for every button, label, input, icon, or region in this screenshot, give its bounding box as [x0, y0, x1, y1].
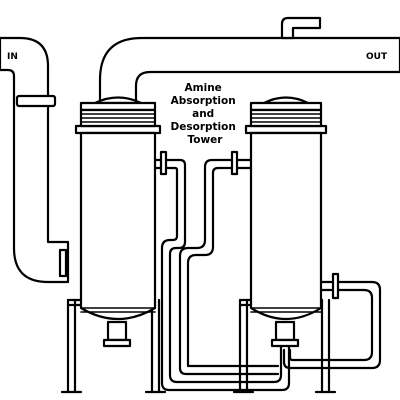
inlet-label: IN [7, 52, 18, 62]
title-line: Absorption [171, 95, 236, 107]
interconnect-piping [153, 150, 382, 392]
title-line: and [192, 108, 214, 120]
title-line: Tower [188, 134, 224, 146]
inlet-pipe [0, 36, 70, 284]
desorption-tower [232, 96, 337, 394]
outlet-label: OUT [366, 52, 388, 62]
title-line: Amine [185, 82, 222, 94]
absorption-tower [60, 96, 167, 394]
inlet-pipe-collar [15, 94, 57, 108]
outlet-pipe [98, 16, 400, 105]
diagram-title: Amine Absorption and Desorption Tower [171, 82, 240, 146]
title-line: Desorption [171, 121, 236, 133]
inlet-flange [58, 248, 68, 278]
